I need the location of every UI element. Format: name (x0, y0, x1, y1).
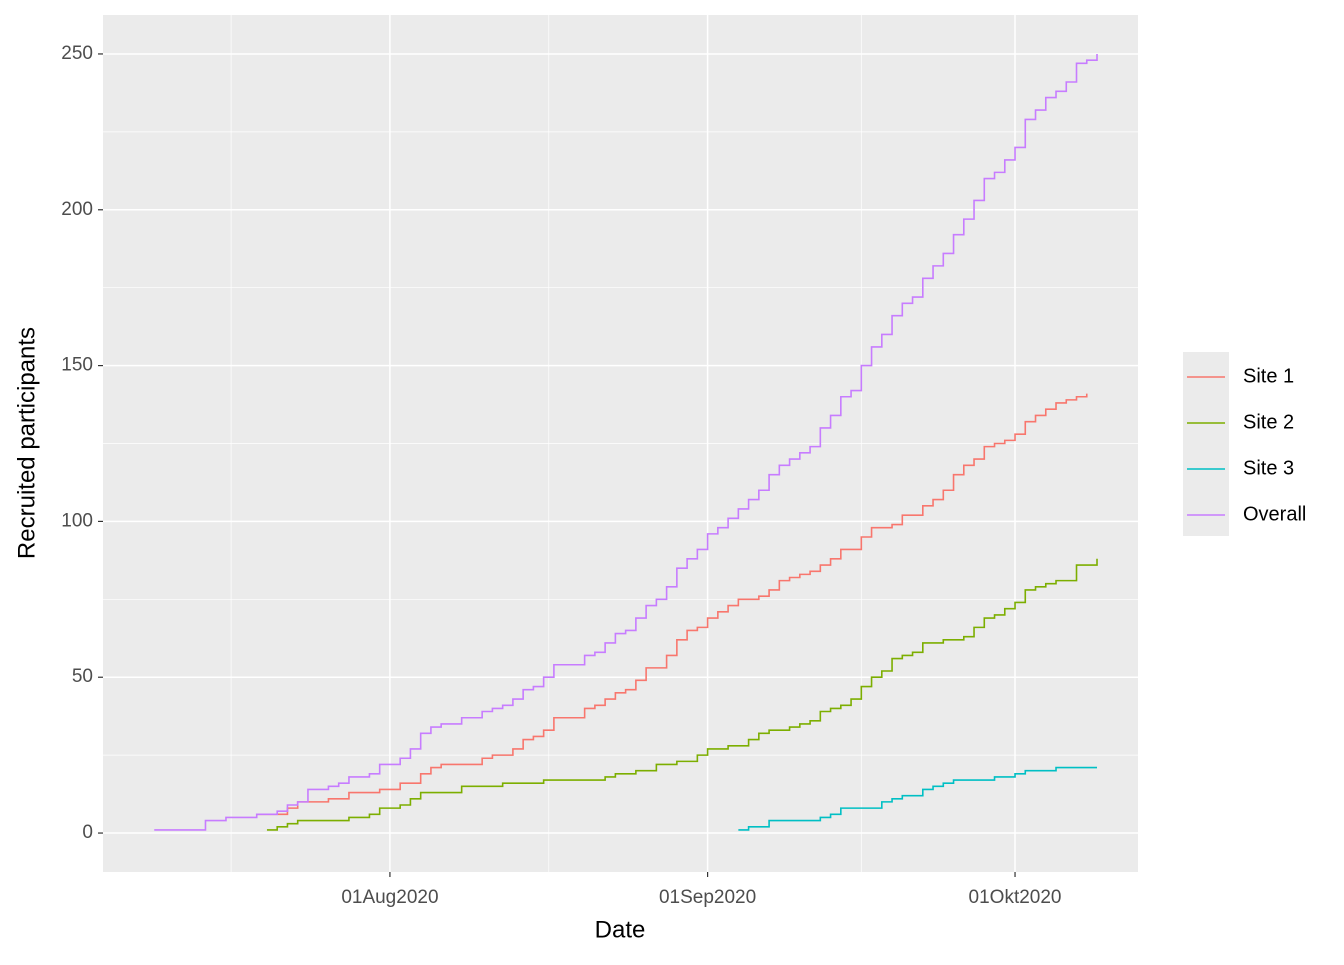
x-axis-title: Date (595, 916, 646, 943)
y-tick-label: 150 (61, 355, 93, 376)
y-tick-label: 200 (61, 199, 93, 220)
legend-key-area (1183, 352, 1229, 536)
y-tick-label: 0 (82, 822, 93, 843)
y-tick-label: 50 (72, 666, 93, 687)
series-line (738, 766, 1098, 831)
x-tick-label: 01Sep2020 (659, 887, 756, 908)
y-axis-title: Recruited participants (13, 327, 40, 559)
legend-label: Site 1 (1243, 365, 1294, 387)
x-tick-label: 01Okt2020 (969, 887, 1062, 908)
legend-label: Site 3 (1243, 457, 1294, 479)
legend-label: Site 2 (1243, 411, 1294, 433)
y-tick-label: 250 (61, 43, 93, 64)
series-line (256, 393, 1088, 816)
series-line (154, 53, 1098, 831)
x-tick-label: 01Aug2020 (341, 887, 438, 908)
series-line (266, 558, 1098, 831)
legend-label: Overall (1243, 503, 1306, 525)
y-tick-label: 100 (61, 510, 93, 531)
